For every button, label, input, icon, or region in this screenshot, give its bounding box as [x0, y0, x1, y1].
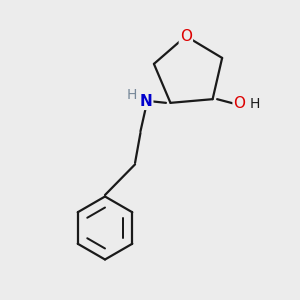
Text: H: H [126, 88, 136, 102]
Text: H: H [250, 97, 260, 111]
Text: O: O [180, 28, 192, 44]
Text: N: N [140, 94, 152, 109]
Text: O: O [234, 96, 246, 111]
